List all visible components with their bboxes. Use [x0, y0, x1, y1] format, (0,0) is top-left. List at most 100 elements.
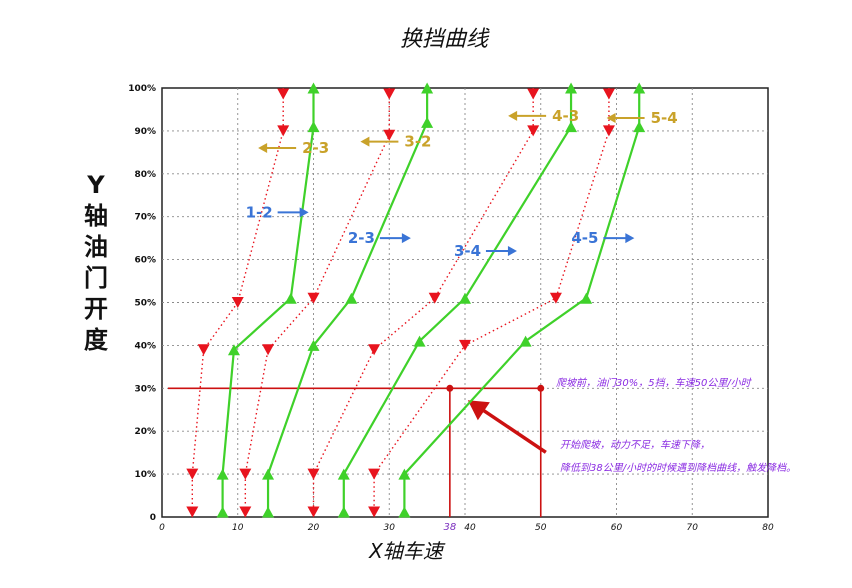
- y-tick-label: 0: [150, 513, 156, 523]
- downshift-marker: [368, 506, 381, 518]
- note-climb-start: 开始爬坡，动力不足，车速下降，: [560, 439, 710, 451]
- pointer-arrow-head: [467, 400, 490, 421]
- x-tick-label: 20: [308, 523, 320, 533]
- upshift-label-2-3: 2-3: [348, 229, 375, 247]
- upshift-line-4-5: [403, 88, 641, 517]
- upshift-arrow-head: [625, 233, 635, 244]
- y-axis-label: Y 轴 油 门 开 度: [84, 171, 109, 354]
- upshift-marker: [262, 506, 275, 518]
- downshift-marker: [383, 129, 396, 141]
- downshift-label-2-3: 2-3: [302, 139, 329, 157]
- upshift-line-1-2: [221, 88, 315, 517]
- downshift-marker: [527, 88, 540, 100]
- cruise-point: [537, 384, 545, 392]
- downshift-marker: [231, 297, 244, 308]
- upshift-marker: [565, 121, 578, 133]
- trigger-point: [446, 384, 454, 392]
- upshift-marker: [565, 82, 578, 94]
- downshift-marker: [368, 344, 381, 356]
- upshift-marker: [307, 339, 320, 351]
- downshift-marker: [602, 88, 615, 100]
- tick-labels: 0 10% 20% 30% 40% 50% 60% 70% 80% 90% 100% 0 10 20 30 5…: [128, 84, 774, 533]
- downshift-label-3-2: 3-2: [404, 133, 431, 151]
- downshift-label-4-3: 4-3: [552, 107, 579, 125]
- x-tick-label: 0: [159, 523, 165, 533]
- upshift-arrow-head: [401, 233, 411, 244]
- downshift-line-2-1: [191, 88, 284, 517]
- x-axis-label: X轴车速: [368, 539, 446, 563]
- trigger-speed-label: 38: [443, 522, 456, 533]
- x-tick-label: 70: [687, 523, 699, 533]
- upshift-marker: [633, 121, 646, 133]
- downshift-arrow-head: [258, 143, 268, 154]
- y-label-char: 油: [84, 233, 108, 261]
- gridlines: [162, 88, 768, 517]
- y-label-char: 度: [84, 326, 109, 354]
- x-tick-label: 60: [611, 523, 623, 533]
- y-label-char: 门: [84, 264, 108, 292]
- upshift-marker: [307, 82, 320, 94]
- y-label-char: Y: [86, 171, 105, 199]
- downshift-label-5-4: 5-4: [651, 109, 678, 127]
- upshift-marker: [398, 506, 411, 518]
- y-tick-label: 50%: [134, 299, 156, 309]
- upshift-marker: [459, 292, 471, 304]
- upshift-line-3-4: [342, 88, 573, 517]
- x-tick-label: 80: [762, 523, 774, 533]
- upshift-marker: [413, 335, 426, 347]
- upshift-label-4-5: 4-5: [571, 229, 598, 247]
- upshift-line-2-3: [266, 88, 429, 517]
- y-tick-label: 80%: [134, 170, 156, 180]
- upshift-arrow-head: [299, 207, 309, 218]
- upshift-marker: [216, 506, 229, 518]
- upshift-arrow-head: [507, 246, 517, 257]
- upshift-marker: [345, 292, 358, 304]
- series-layer: [186, 82, 646, 518]
- downshift-arrow-head: [360, 136, 370, 147]
- downshift-marker: [307, 506, 320, 518]
- downshift-marker: [239, 468, 252, 480]
- upshift-marker: [307, 121, 320, 133]
- downshift-marker: [383, 88, 396, 100]
- note-downshift-trigger: 降低到38公里/小时的时候遇到降档曲线，触发降档。: [560, 462, 796, 474]
- upshift-marker: [227, 344, 240, 356]
- downshift-marker: [239, 506, 252, 518]
- upshift-label-1-2: 1-2: [246, 203, 273, 221]
- downshift-marker: [277, 125, 290, 137]
- upshift-label-3-4: 3-4: [454, 242, 481, 260]
- y-tick-label: 10%: [134, 470, 156, 480]
- upshift-marker: [337, 468, 350, 480]
- y-label-char: 开: [84, 295, 108, 323]
- upshift-marker: [216, 468, 229, 480]
- downshift-marker: [368, 468, 381, 480]
- upshift-marker: [519, 335, 532, 347]
- y-tick-label: 90%: [134, 127, 156, 137]
- upshift-marker: [284, 292, 297, 304]
- chart-title: 换挡曲线: [400, 27, 490, 52]
- downshift-marker: [197, 344, 210, 356]
- downshift-marker: [459, 339, 471, 351]
- downshift-arrow-head: [508, 110, 518, 121]
- y-tick-label: 20%: [134, 427, 156, 437]
- downshift-marker: [277, 88, 290, 100]
- downshift-marker: [602, 125, 615, 137]
- y-tick-label: 70%: [134, 213, 156, 223]
- downshift-line-3-2: [244, 88, 390, 517]
- downshift-marker: [549, 292, 562, 304]
- x-tick-label: 30: [384, 523, 396, 533]
- y-tick-label: 40%: [134, 341, 156, 351]
- downshift-marker: [307, 292, 320, 304]
- downshift-marker: [262, 344, 275, 356]
- upshift-marker: [580, 292, 593, 304]
- x-tick-label: 10: [232, 523, 244, 533]
- upshift-marker: [421, 116, 434, 128]
- y-tick-label: 30%: [134, 384, 156, 394]
- downshift-marker: [186, 506, 199, 518]
- upshift-marker: [337, 506, 350, 518]
- upshift-marker: [398, 468, 411, 480]
- x-tick-label: 50: [535, 523, 547, 533]
- downshift-marker: [428, 292, 441, 304]
- downshift-arrow-head: [606, 113, 616, 124]
- shift-labels: 1-2 2-3 3-4 4-5 2-3 3-2 4-3 5-4: [246, 107, 678, 260]
